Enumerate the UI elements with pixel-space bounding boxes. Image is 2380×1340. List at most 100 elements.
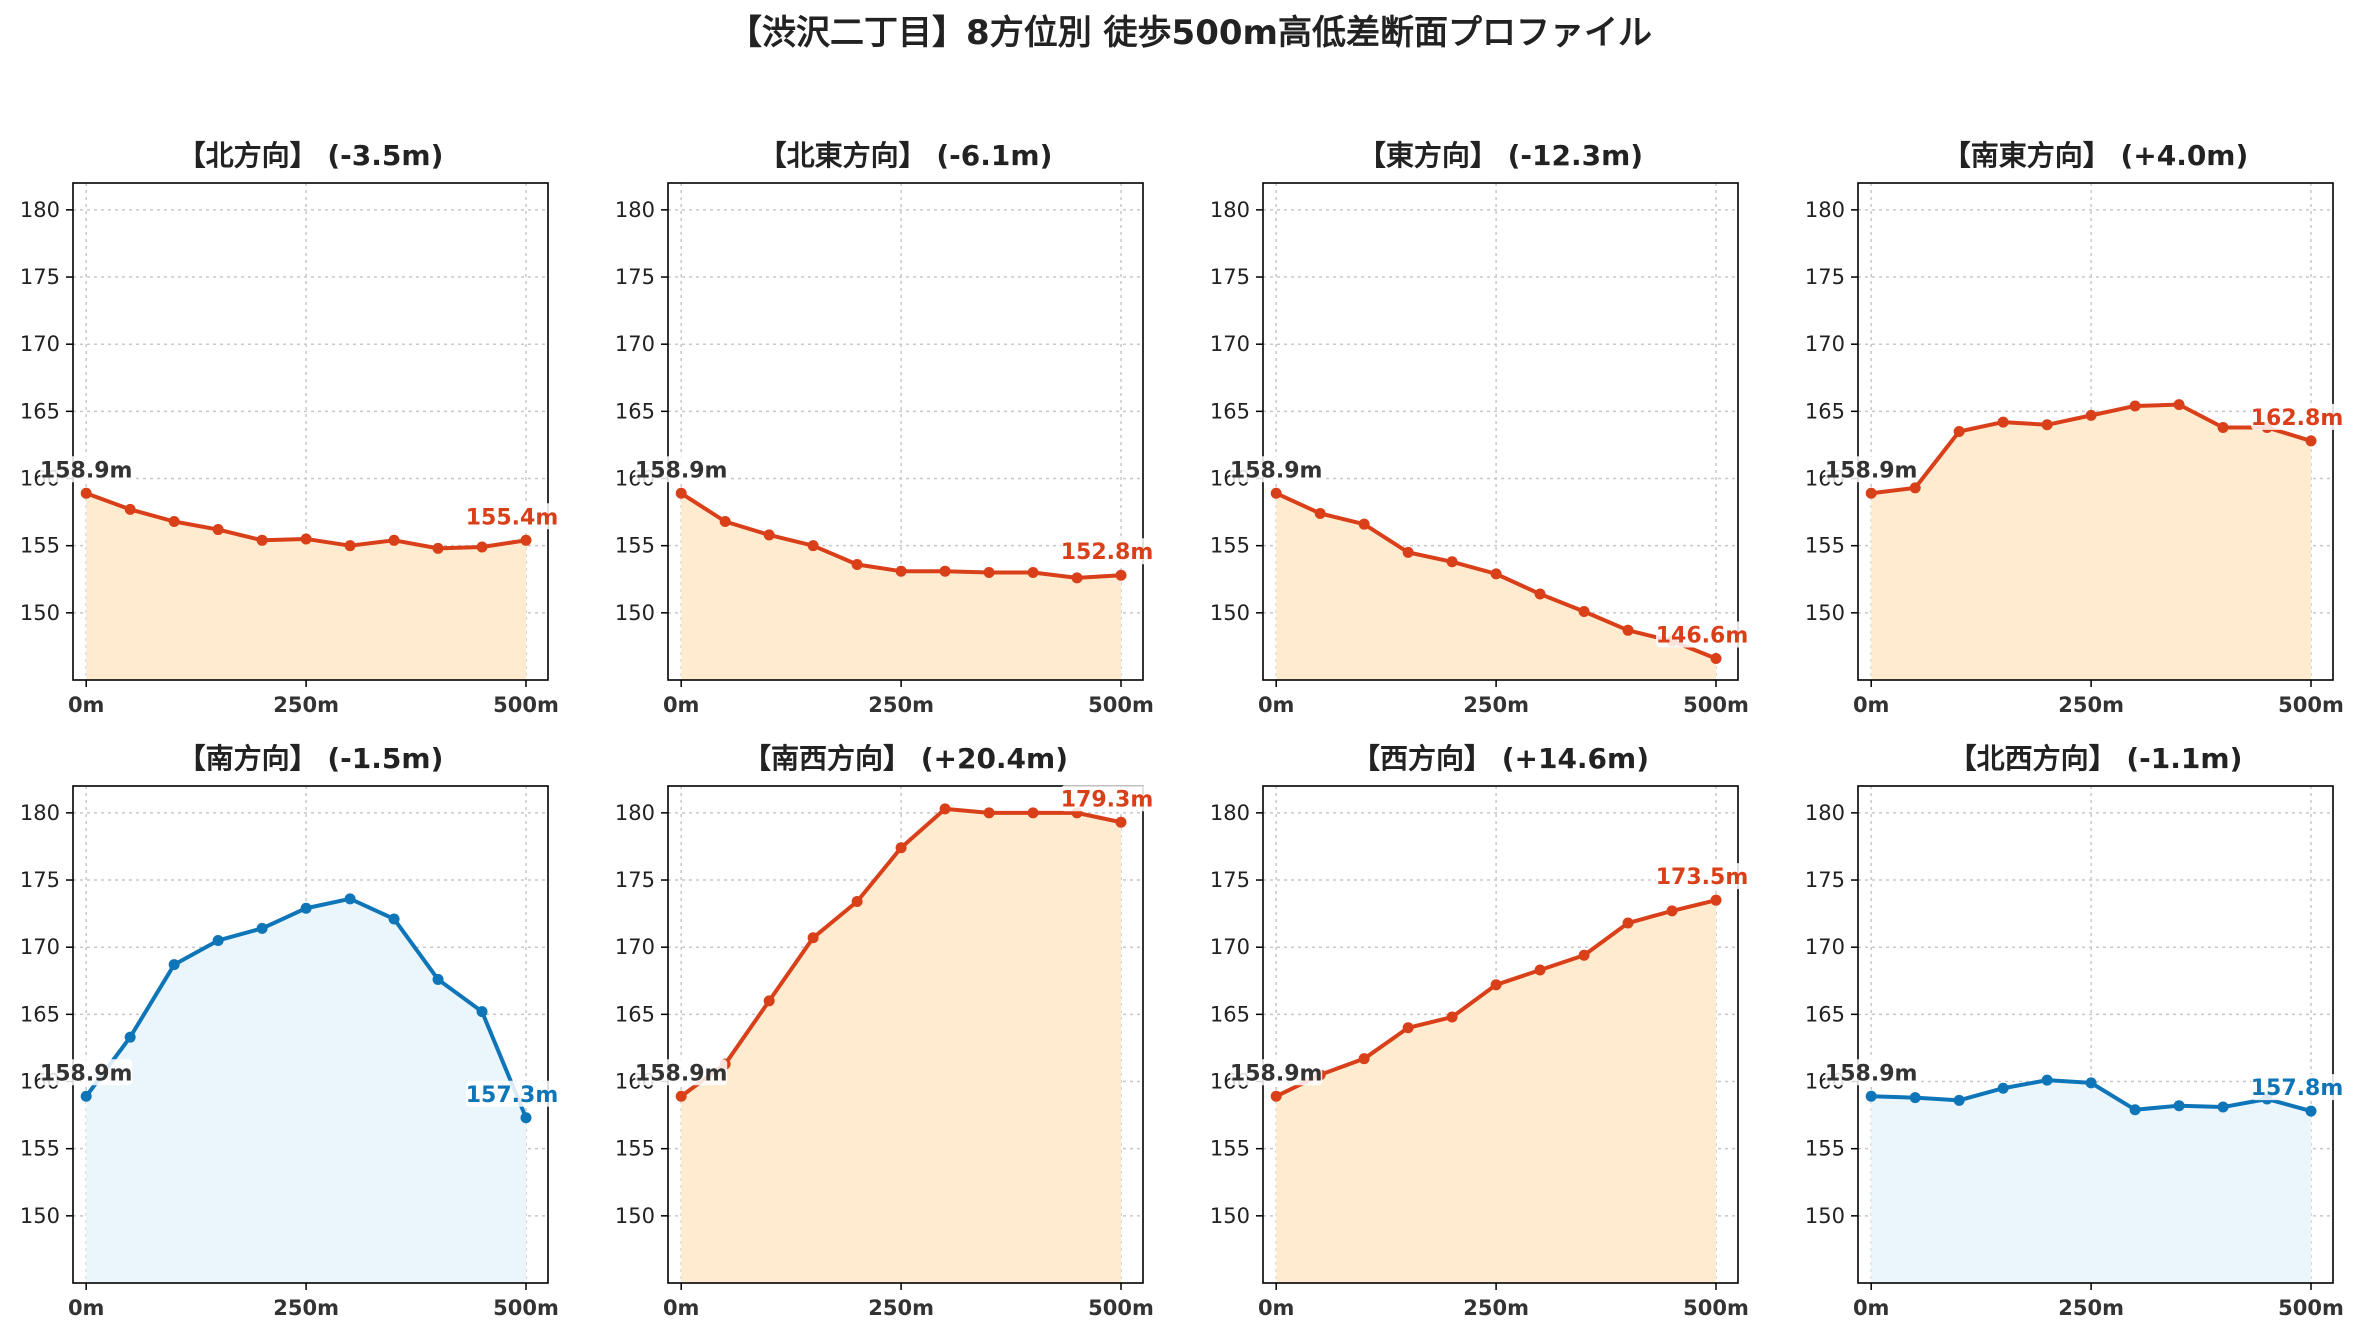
x-tick-label: 250m <box>2058 693 2124 717</box>
y-tick-label: 175 <box>615 265 655 289</box>
panel-title: 【南東方向】 (+4.0m) <box>1943 139 2249 172</box>
y-tick-label: 180 <box>1210 198 1250 222</box>
y-tick-label: 155 <box>1210 534 1250 558</box>
x-tick-label: 0m <box>1258 1296 1295 1320</box>
y-tick-label: 170 <box>615 935 655 959</box>
elevation-point <box>124 1031 136 1043</box>
elevation-point <box>1314 507 1326 519</box>
y-tick-label: 175 <box>1210 868 1250 892</box>
elevation-point <box>1710 653 1722 665</box>
elevation-point <box>80 487 92 499</box>
end-label-backing <box>466 1080 558 1107</box>
x-tick-label: 0m <box>1853 693 1890 717</box>
elevation-point <box>719 515 731 527</box>
y-tick-label: 175 <box>20 868 60 892</box>
start-elevation-label: 158.9m <box>1230 1061 1323 1086</box>
y-tick-label: 150 <box>615 601 655 625</box>
elevation-point <box>1622 917 1634 929</box>
elevation-point <box>1071 572 1083 584</box>
elevation-point <box>1710 894 1722 906</box>
x-tick-label: 0m <box>1258 693 1295 717</box>
end-label-backing <box>2251 1074 2343 1101</box>
elevation-point <box>1865 487 1877 499</box>
elevation-point <box>256 922 268 934</box>
elevation-point <box>432 973 444 985</box>
start-elevation-label: 158.9m <box>635 458 728 483</box>
y-tick-label: 180 <box>20 801 60 825</box>
panel-title: 【西方向】 (+14.6m) <box>1352 742 1649 775</box>
elevation-point <box>1270 1090 1282 1102</box>
elevation-point <box>1358 1053 1370 1065</box>
plot-frame <box>1262 785 1739 1284</box>
elevation-point <box>675 1090 687 1102</box>
x-tick-label: 250m <box>868 1296 934 1320</box>
figure-title: 【渋沢二丁目】8方位別 徒歩500m高低差断面プロファイル <box>728 13 1652 53</box>
elevation-point <box>2129 400 2141 412</box>
start-label-backing <box>635 456 728 483</box>
y-tick-label: 165 <box>20 1002 60 1026</box>
elevation-point <box>344 540 356 552</box>
x-tick-label: 250m <box>273 693 339 717</box>
y-tick-label: 150 <box>1210 601 1250 625</box>
start-label-backing <box>1825 456 1918 483</box>
elevation-area <box>1276 900 1717 1283</box>
elevation-point <box>1402 546 1414 558</box>
y-tick-label: 180 <box>615 198 655 222</box>
x-tick-label: 500m <box>493 1296 559 1320</box>
elevation-point <box>212 524 224 536</box>
elevation-point <box>675 487 687 499</box>
y-tick-label: 165 <box>20 399 60 423</box>
plot-frame <box>1857 785 2334 1284</box>
y-tick-label: 175 <box>615 868 655 892</box>
start-label-backing <box>1825 1059 1918 1086</box>
y-tick-label: 155 <box>615 534 655 558</box>
elevation-point <box>983 567 995 579</box>
panel-title: 【北西方向】 (-1.1m) <box>1949 742 2243 775</box>
end-elevation-label: 155.4m <box>466 505 559 530</box>
y-tick-label: 170 <box>20 935 60 959</box>
elevation-point <box>1666 905 1678 917</box>
elevation-point <box>1622 624 1634 636</box>
end-label-backing <box>1656 863 1748 890</box>
y-tick-label: 165 <box>615 399 655 423</box>
elevation-point <box>1909 482 1921 494</box>
elevation-point <box>807 540 819 552</box>
elevation-area <box>86 898 527 1283</box>
x-tick-label: 250m <box>1463 1296 1529 1320</box>
elevation-area <box>1871 404 2312 680</box>
x-tick-label: 250m <box>273 1296 339 1320</box>
elevation-point <box>1534 964 1546 976</box>
elevation-area <box>86 493 527 680</box>
y-tick-label: 150 <box>1805 601 1845 625</box>
elevation-point <box>256 534 268 546</box>
y-tick-label: 180 <box>1805 801 1845 825</box>
start-elevation-label: 158.9m <box>1825 458 1918 483</box>
y-tick-label: 170 <box>1210 935 1250 959</box>
elevation-point <box>2129 1104 2141 1116</box>
elevation-point <box>1865 1090 1877 1102</box>
end-elevation-label: 152.8m <box>1061 540 1154 565</box>
y-tick-label: 180 <box>20 198 60 222</box>
plot-frame <box>72 182 549 681</box>
elevation-point <box>1115 816 1127 828</box>
y-tick-label: 155 <box>1805 1137 1845 1161</box>
end-elevation-label: 179.3m <box>1061 787 1154 812</box>
elevation-point <box>1446 1011 1458 1023</box>
x-tick-label: 500m <box>1088 693 1154 717</box>
elevation-point <box>1534 588 1546 600</box>
start-elevation-label: 158.9m <box>40 1061 133 1086</box>
y-tick-label: 180 <box>615 801 655 825</box>
elevation-point <box>1909 1092 1921 1104</box>
elevation-point <box>2305 435 2317 447</box>
elevation-point <box>2085 409 2097 421</box>
elevation-point <box>1490 979 1502 991</box>
elevation-point <box>168 515 180 527</box>
elevation-point <box>80 1090 92 1102</box>
y-tick-label: 170 <box>615 332 655 356</box>
end-label-backing <box>1061 785 1153 812</box>
elevation-point <box>1402 1022 1414 1034</box>
y-tick-label: 170 <box>20 332 60 356</box>
elevation-point <box>1578 949 1590 961</box>
panel-title: 【南方向】 (-1.5m) <box>178 742 444 775</box>
x-tick-label: 500m <box>2278 1296 2344 1320</box>
